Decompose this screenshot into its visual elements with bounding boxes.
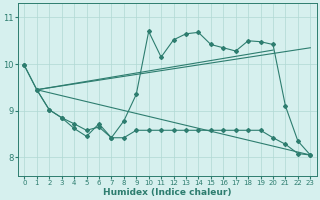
X-axis label: Humidex (Indice chaleur): Humidex (Indice chaleur) [103, 188, 232, 197]
